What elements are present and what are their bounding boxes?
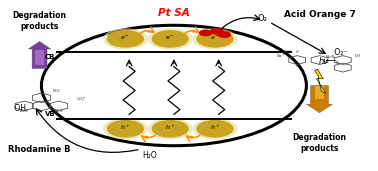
Text: $CO_2^-$: $CO_2^-$ [76,95,87,103]
Text: $SO_3$: $SO_3$ [283,48,292,56]
Circle shape [197,121,233,137]
Circle shape [104,29,147,49]
Text: $e^-$: $e^-$ [210,34,220,42]
Text: VB: VB [45,111,56,117]
Text: $h^+$: $h^+$ [210,123,220,132]
Circle shape [152,121,188,137]
Circle shape [152,31,188,47]
Text: $O$: $O$ [295,62,299,69]
FancyArrow shape [35,50,44,65]
Circle shape [104,119,147,139]
Text: ·OH: ·OH [12,104,26,113]
Text: N=N: N=N [325,55,335,59]
Text: $Et_2N$: $Et_2N$ [19,108,29,115]
Text: Rhodamine B: Rhodamine B [8,146,71,154]
FancyArrow shape [307,86,333,113]
Text: Pt SA: Pt SA [158,8,190,18]
Text: $NO_2$: $NO_2$ [53,88,62,95]
Text: hν: hν [318,57,328,66]
Text: N: N [336,61,339,65]
Text: Degradation
products: Degradation products [293,134,347,153]
Text: $h^+$: $h^+$ [165,123,175,132]
Text: $e^-$: $e^-$ [120,34,130,42]
FancyArrow shape [28,41,51,69]
FancyArrow shape [314,86,324,99]
Circle shape [211,29,223,34]
Text: $Na^+$: $Na^+$ [276,52,286,60]
Circle shape [107,31,143,47]
Text: $h^+$: $h^+$ [120,123,131,132]
Circle shape [148,119,192,139]
Text: Acid Orange 7: Acid Orange 7 [284,10,355,19]
Text: H: H [324,60,327,64]
Circle shape [107,121,143,137]
Text: $O$: $O$ [295,48,299,55]
Circle shape [148,29,192,49]
Text: OH: OH [355,54,361,57]
Circle shape [193,29,237,49]
Circle shape [42,25,307,146]
Circle shape [197,31,233,47]
Text: H₂O: H₂O [143,151,158,160]
Circle shape [218,32,230,37]
Text: O₂: O₂ [258,14,268,23]
Circle shape [200,30,212,36]
Text: CB: CB [45,54,56,60]
Circle shape [193,119,237,139]
Polygon shape [314,69,326,93]
Text: $e^-$: $e^-$ [165,34,175,42]
Text: Degradation
products: Degradation products [12,11,67,31]
Text: $NEt_2$: $NEt_2$ [54,108,64,115]
Text: ·O₂⁻: ·O₂⁻ [333,48,348,57]
